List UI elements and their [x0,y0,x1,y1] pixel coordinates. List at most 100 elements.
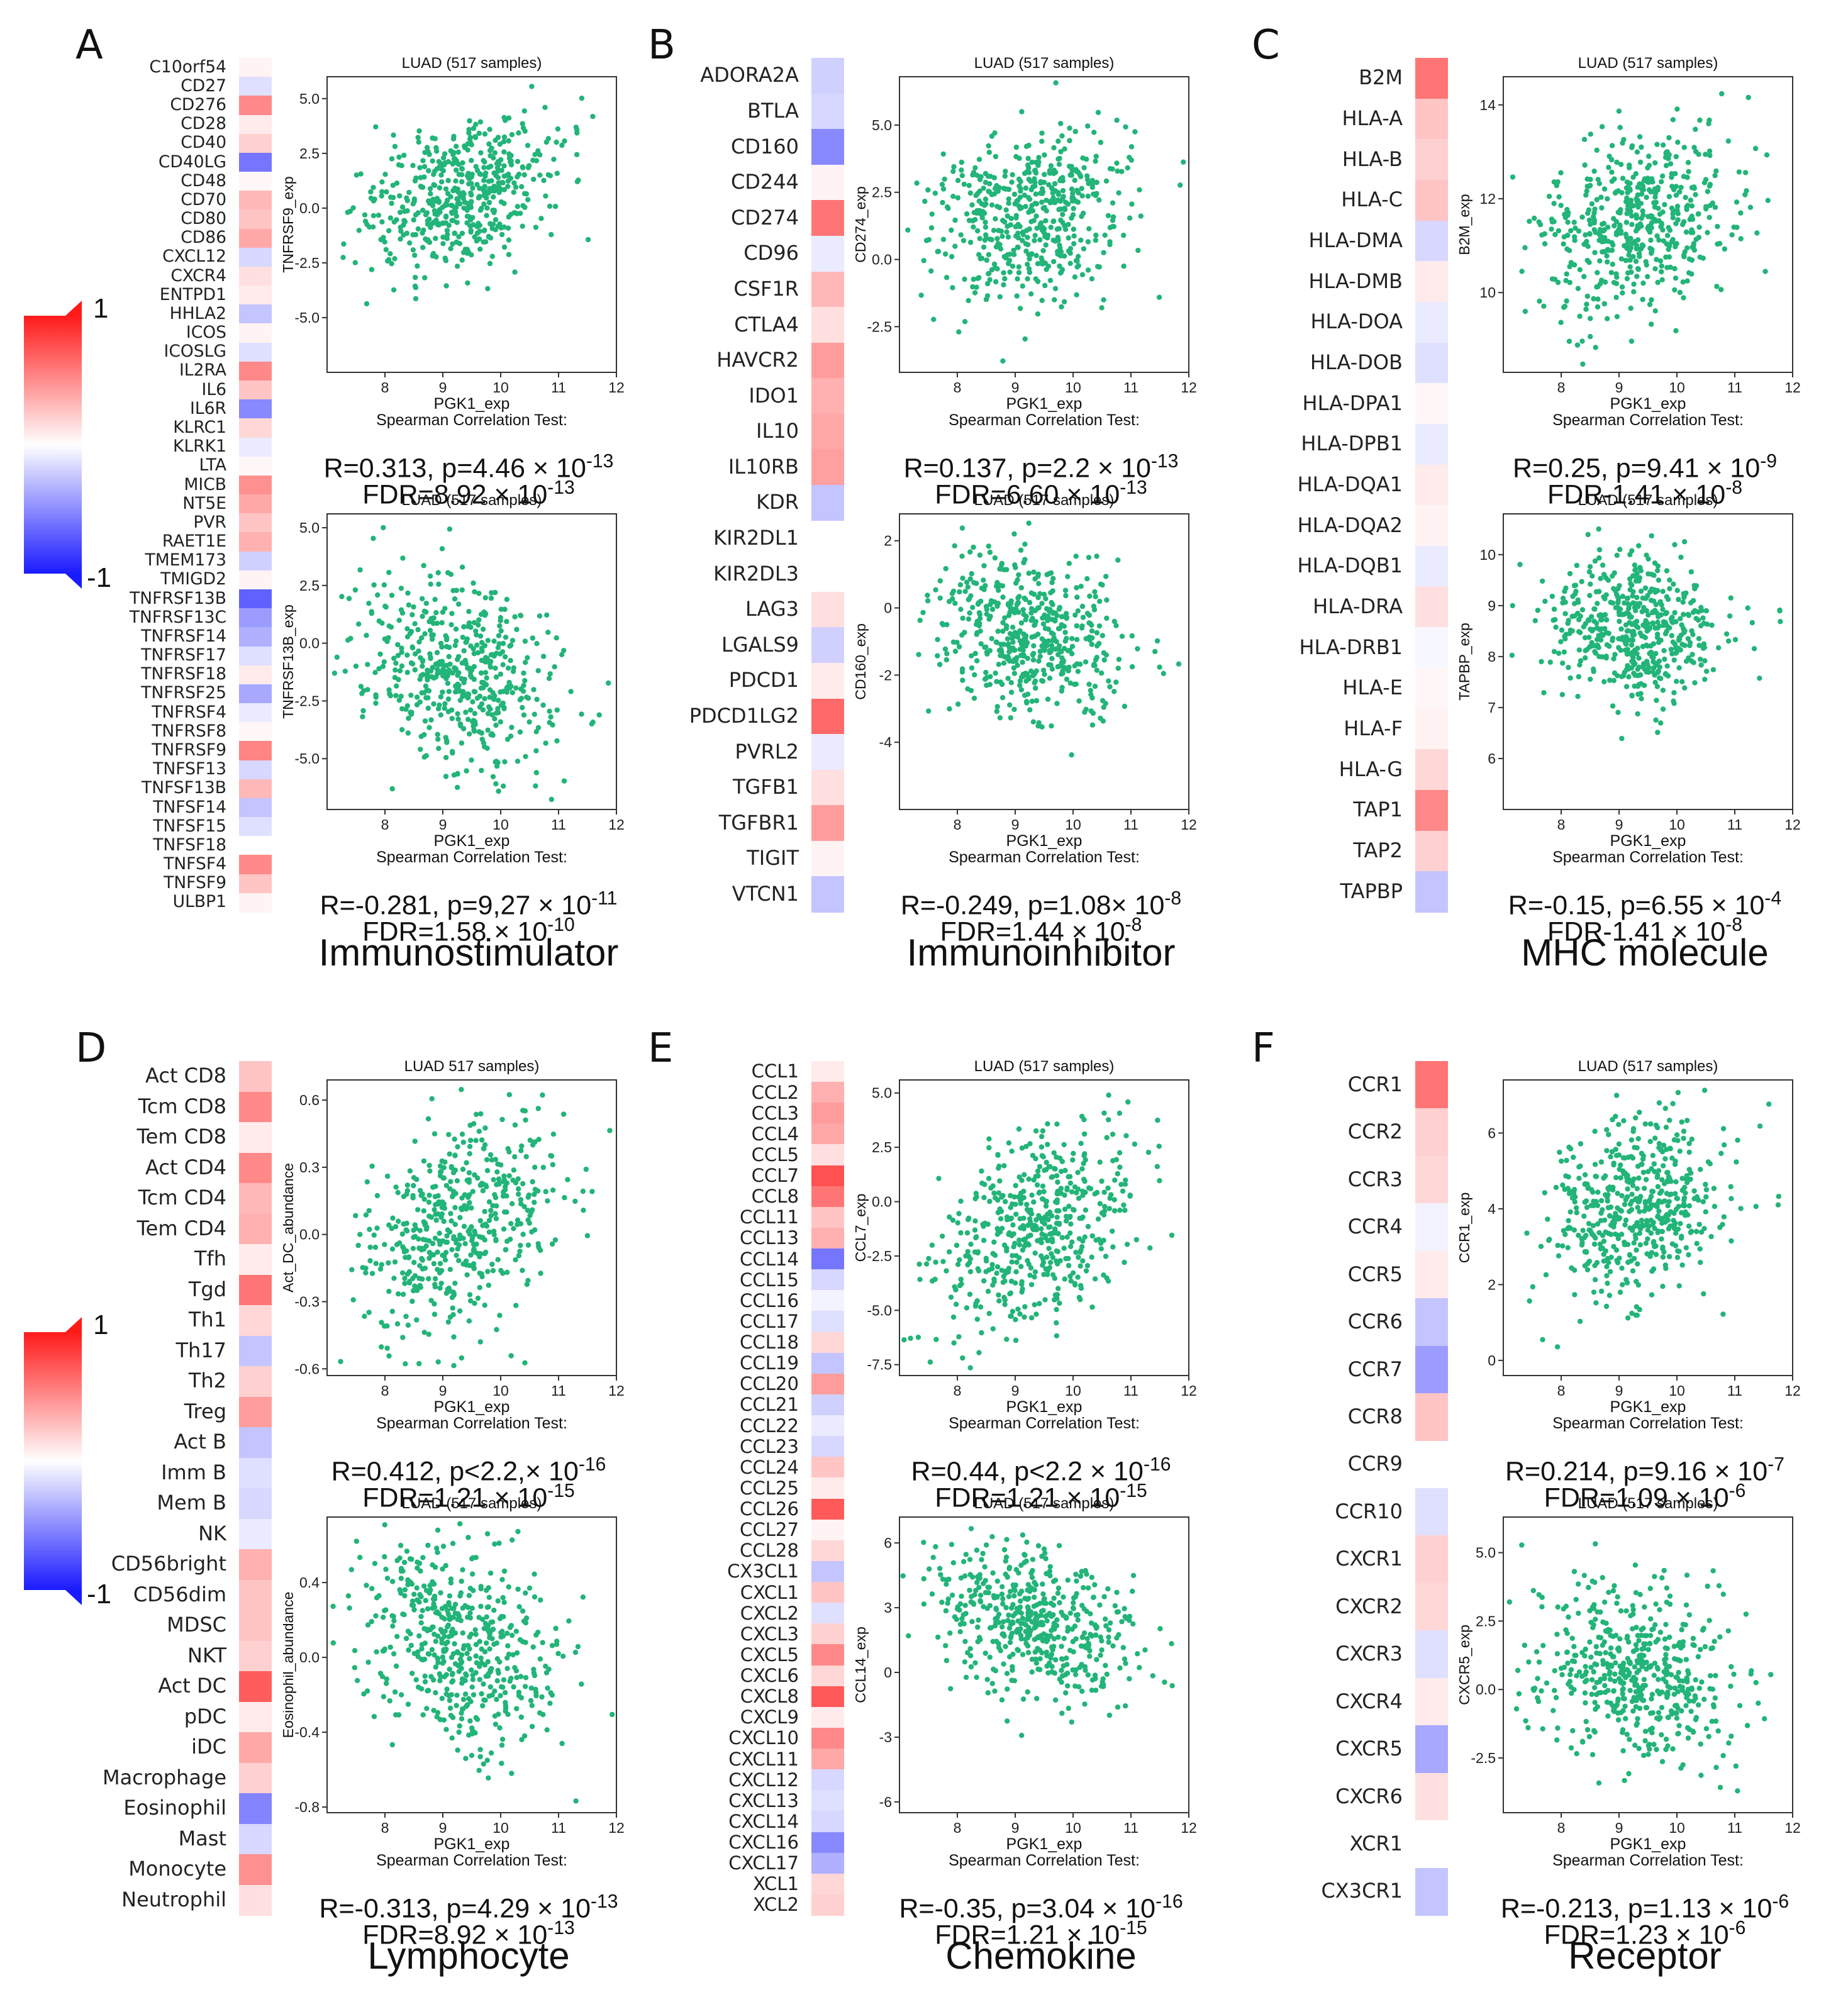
data-point [1696,225,1702,230]
data-point [1684,174,1690,181]
data-point [1588,316,1593,321]
heatmap-row-label: CCL2 [751,1081,799,1103]
data-point [1666,254,1672,260]
data-point [1583,306,1589,312]
data-point [1715,645,1722,651]
data-point [1591,220,1597,226]
data-point [1669,651,1675,657]
data-point [1043,242,1049,248]
data-point [1005,213,1010,219]
data-point [1069,186,1075,192]
data-point [411,1607,417,1613]
data-point [1522,308,1528,314]
heatmap-cell [239,608,272,628]
x-tick-label: 8 [381,1382,389,1399]
heatmap-cell [811,378,844,414]
heatmap-row-label: PDCD1LG2 [689,703,799,728]
data-point [1640,595,1645,601]
data-point [393,1663,399,1669]
x-tick-label: 8 [381,816,389,833]
data-point [348,635,353,642]
data-point [1040,667,1047,673]
data-point [1112,1177,1118,1183]
data-point [431,1301,437,1307]
data-point [465,1604,471,1610]
data-point [1033,685,1038,691]
data-point [1119,169,1125,174]
data-point [414,1317,420,1323]
data-point [435,1267,440,1272]
heatmap-row-label: IDO1 [749,383,799,408]
data-point [1009,1259,1015,1265]
heatmap-cell [239,1579,272,1611]
data-point [1683,590,1689,596]
data-point [1632,567,1638,573]
data-point [550,1187,556,1193]
data-point [460,160,465,166]
data-point [1013,565,1018,570]
heatmap-row-label: CXCL8 [740,1686,799,1708]
data-point [493,1194,499,1201]
data-point [452,1281,458,1286]
data-point [967,1256,973,1262]
x-tick-label: 12 [608,1820,625,1836]
heatmap-cell [811,485,844,521]
heatmap-row-label: Tcm CD4 [138,1186,226,1210]
data-point [1089,276,1095,282]
data-point [1634,594,1640,601]
data-point [1027,270,1033,275]
data-point [444,1686,450,1692]
data-point [1617,125,1623,130]
data-point [1007,702,1013,708]
data-point [1117,1208,1123,1213]
data-point [401,152,407,158]
heatmap-row-label: IL2RA [179,360,226,381]
data-point [1672,641,1678,647]
data-point [1564,271,1569,277]
data-point [1715,223,1720,230]
data-point [450,1194,455,1199]
data-point [1101,250,1106,255]
data-point [1059,133,1065,139]
data-point [1674,106,1680,112]
heatmap-cell [811,662,844,699]
data-point [1050,609,1055,615]
data-point [433,1690,438,1696]
data-point [477,171,482,177]
data-point [1664,568,1670,574]
data-point [493,217,499,223]
data-point [417,1187,423,1194]
data-point [996,587,1001,593]
data-point [464,768,469,774]
data-point [987,1198,993,1204]
heatmap-cell [811,1519,844,1541]
spearman-subtitle: Spearman Correlation Test: [1552,848,1744,866]
data-point [467,1655,472,1662]
data-point [382,1554,387,1560]
data-point [1101,657,1107,663]
data-point [1630,637,1636,643]
data-point [973,192,979,198]
data-point [548,231,554,238]
data-point [423,1598,428,1603]
data-point [994,1271,999,1276]
data-point [1081,1131,1088,1137]
x-axis-label: PGK1_exp [434,395,510,413]
data-point [508,1676,514,1681]
data-point [1700,645,1706,651]
data-point [1128,157,1134,163]
heatmap-row-label: CD86 [181,228,226,248]
data-point [411,217,416,223]
data-point [1045,264,1052,269]
data-point [392,143,398,150]
data-point [1702,658,1708,664]
data-point [512,614,518,620]
data-point [1710,667,1717,672]
data-point [1659,263,1664,269]
y-axis-label: TAPBP_exp [1459,623,1472,701]
data-point [1671,698,1676,704]
data-point [1551,606,1557,612]
data-point [992,130,998,136]
data-point [425,1651,431,1657]
data-point [1636,251,1642,257]
